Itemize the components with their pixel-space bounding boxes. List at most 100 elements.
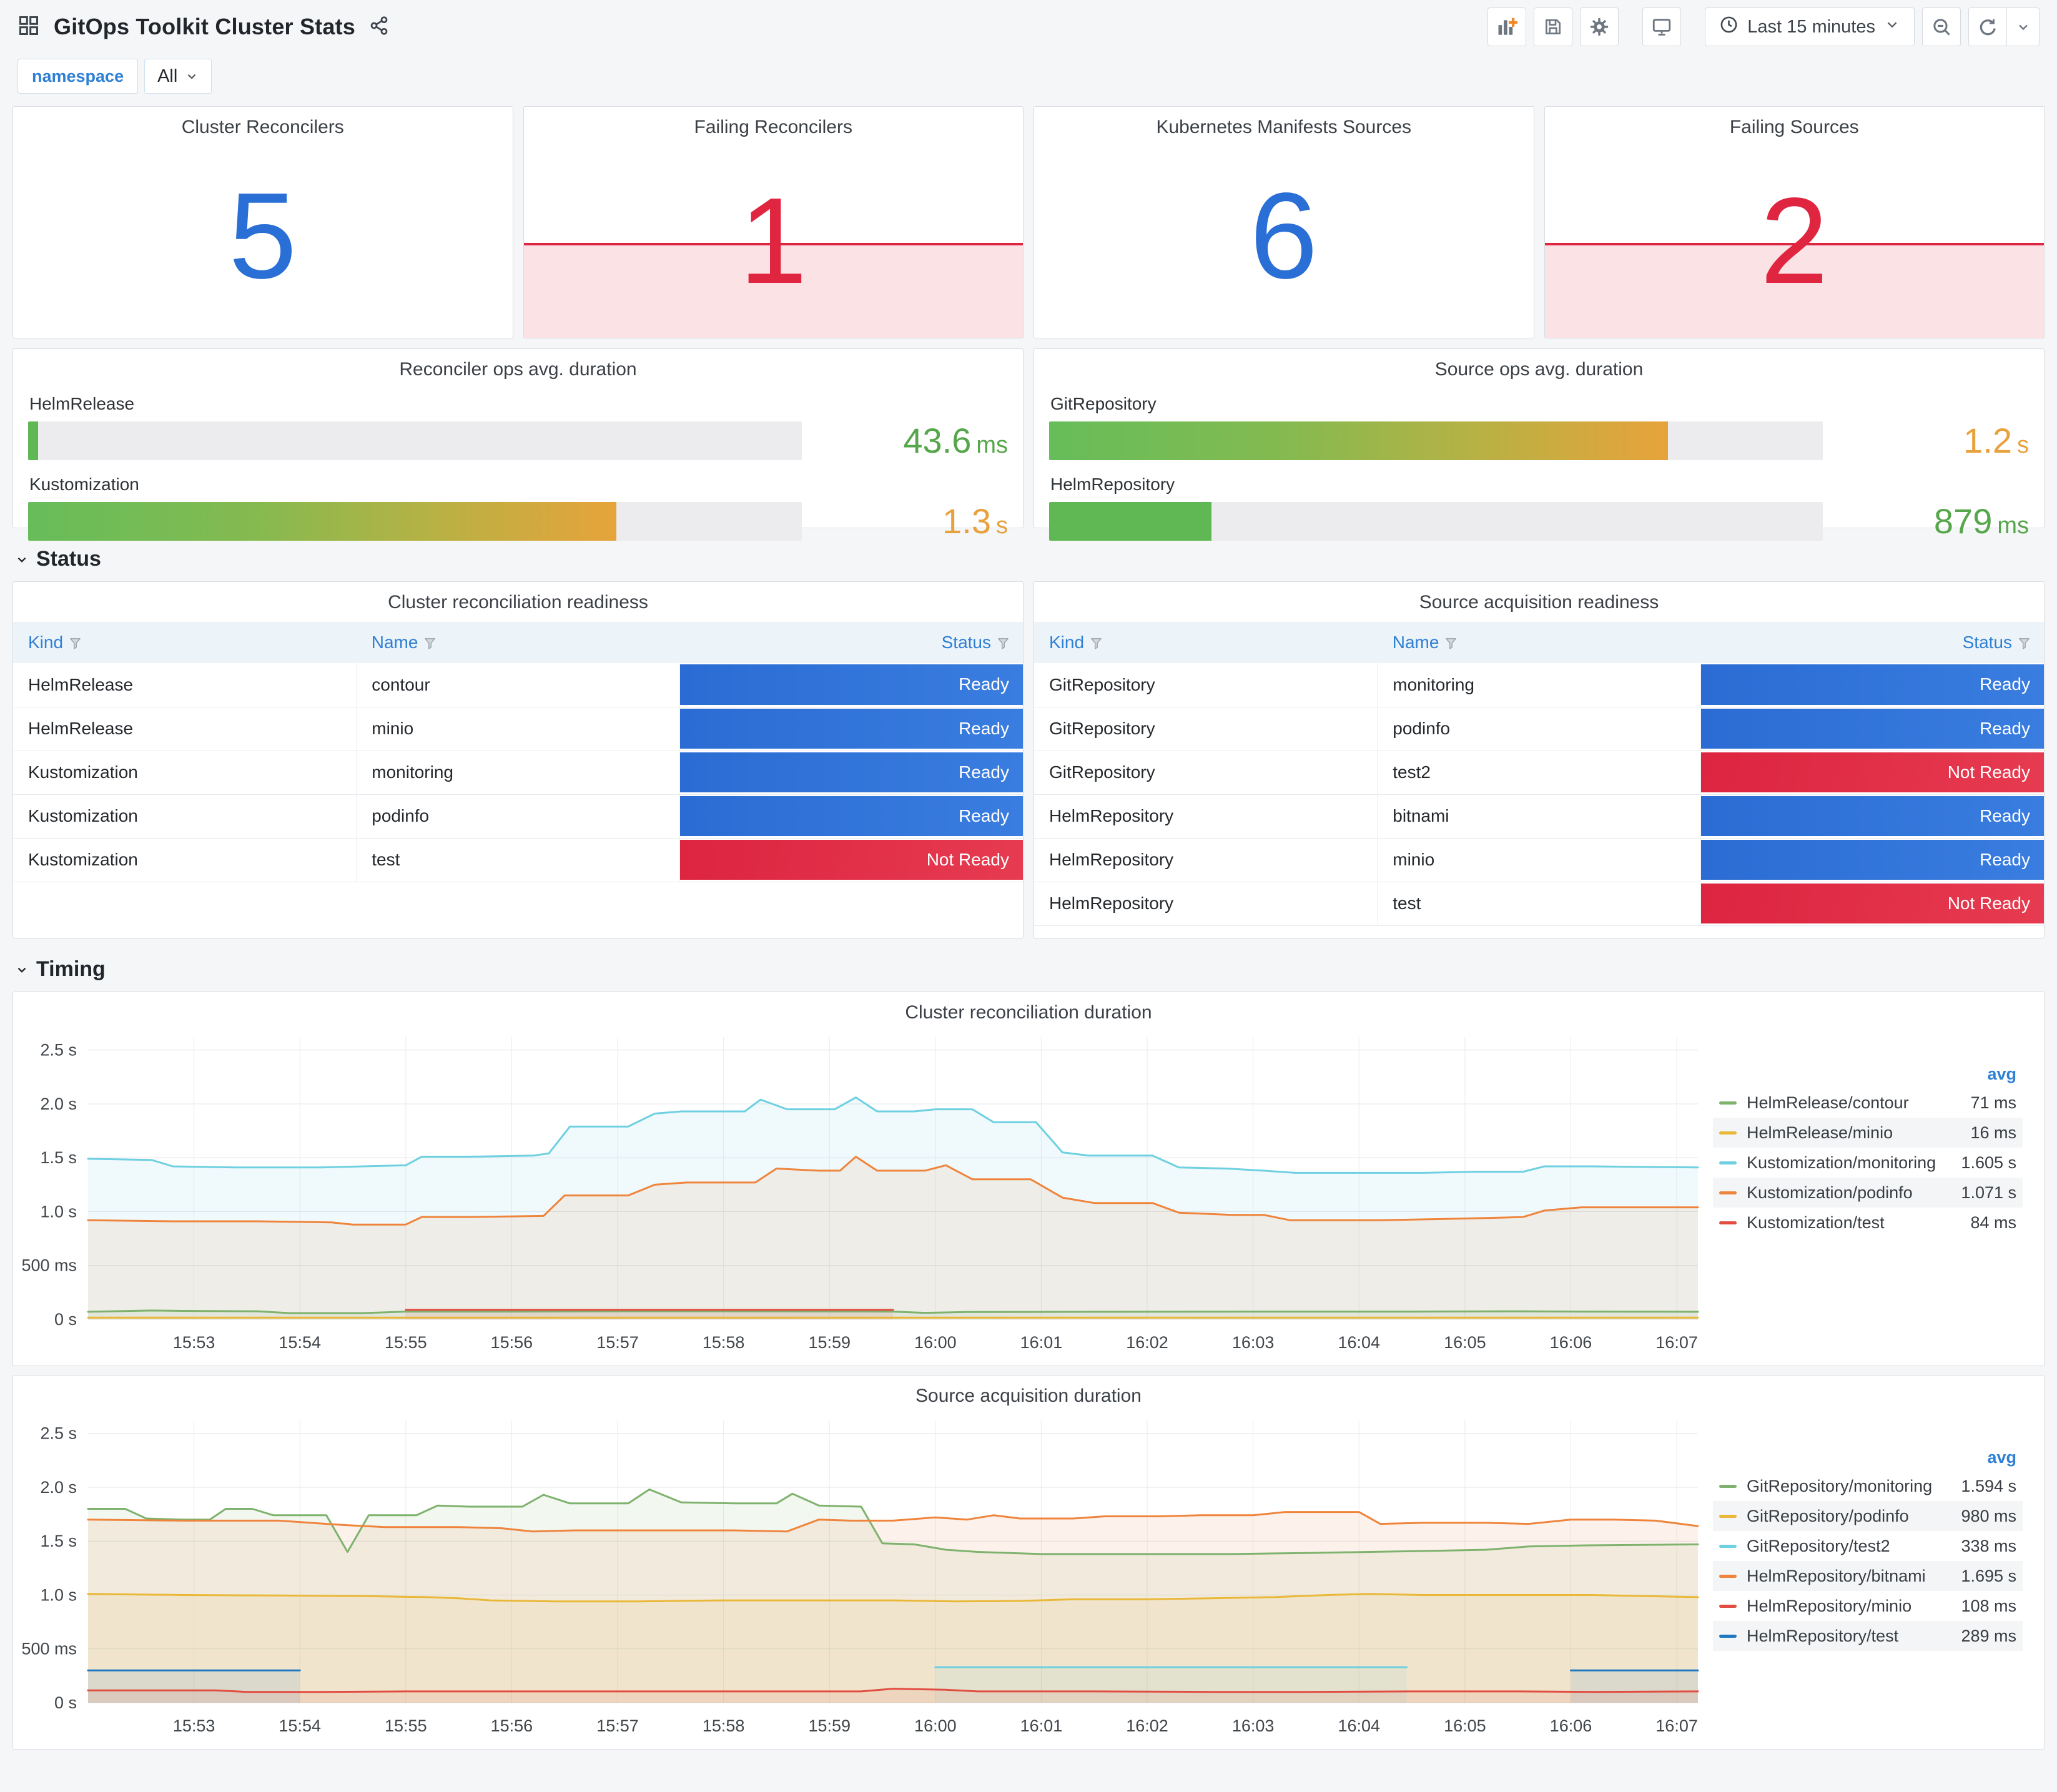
- series-name: HelmRepository/bitnami: [1747, 1566, 1926, 1585]
- gauge-bar: [1049, 501, 1212, 541]
- add-panel-button[interactable]: [1487, 7, 1527, 46]
- legend-item[interactable]: HelmRepository/minio 108 ms: [1713, 1591, 2023, 1621]
- legend-item[interactable]: HelmRepository/test 289 ms: [1713, 1621, 2023, 1651]
- legend-item[interactable]: Kustomization/monitoring 1.605 s: [1713, 1148, 2023, 1178]
- timeseries-plot[interactable]: 15:53 15:54 15:55 15:56 15:57 15:58 15:59 16:00…: [17, 1026, 1708, 1362]
- status-badge: Ready: [1700, 708, 2044, 749]
- filter-icon[interactable]: [1444, 636, 1458, 651]
- gauge-label: HelmRepository: [1050, 475, 1175, 494]
- table-row: Kustomization test Not Ready: [13, 838, 1023, 882]
- readiness-table: Kind Name Status GitRepository monitoring Rea…: [1034, 622, 2044, 926]
- stat-value: 1: [739, 172, 807, 309]
- filter-icon[interactable]: [423, 636, 437, 651]
- section-header-status[interactable]: Status: [10, 528, 2047, 581]
- panel-title[interactable]: Cluster reconciliation duration: [905, 1002, 1152, 1023]
- svg-text:16:03: 16:03: [1232, 1716, 1275, 1735]
- column-header-status[interactable]: Status: [1700, 622, 2044, 663]
- panel-title[interactable]: Cluster reconciliation readiness: [388, 592, 648, 613]
- panel-title[interactable]: Source acquisition duration: [915, 1386, 1142, 1406]
- stat-sparkline-fill: [1544, 245, 2044, 338]
- legend-item[interactable]: GitRepository/test2 338 ms: [1713, 1531, 2023, 1561]
- name-cell: podinfo: [356, 794, 680, 839]
- column-header-name[interactable]: Name: [1377, 622, 1701, 663]
- legend-item[interactable]: HelmRelease/minio 16 ms: [1713, 1118, 2023, 1148]
- svg-text:16:03: 16:03: [1232, 1333, 1275, 1352]
- svg-text:1.5 s: 1.5 s: [40, 1148, 77, 1167]
- series-name: HelmRepository/test: [1747, 1626, 1899, 1645]
- kind-cell: GitRepository: [1034, 751, 1378, 795]
- gauge-label: Kustomization: [29, 475, 139, 494]
- series-avg-value: 16 ms: [1970, 1123, 2016, 1142]
- panel-title[interactable]: Kubernetes Manifests Sources: [1156, 117, 1412, 137]
- status-badge: Ready: [679, 795, 1023, 836]
- dashboard-settings-button[interactable]: [1580, 7, 1619, 46]
- time-range-picker[interactable]: Last 15 minutes: [1705, 7, 1915, 46]
- series-name: Kustomization/monitoring: [1747, 1153, 1936, 1172]
- legend-avg-header[interactable]: avg: [1987, 1448, 2016, 1467]
- stats-row: Cluster Reconcilers 5 Failing Reconciler…: [10, 106, 2047, 338]
- kind-cell: HelmRelease: [13, 707, 357, 751]
- chart-legend: avg GitRepository/monitoring 1.594 s GitRep…: [1708, 1409, 2039, 1745]
- save-dashboard-button[interactable]: [1534, 7, 1573, 46]
- share-icon[interactable]: [369, 16, 389, 39]
- stat-panel-failing-sources: Failing Sources 2: [1544, 106, 2045, 338]
- filter-icon[interactable]: [2017, 636, 2031, 651]
- status-cell: Ready: [1700, 707, 2044, 751]
- chevron-down-icon: [188, 74, 196, 79]
- column-header-kind[interactable]: Kind: [1034, 622, 1378, 663]
- svg-text:15:53: 15:53: [173, 1333, 215, 1352]
- legend-item[interactable]: GitRepository/monitoring 1.594 s: [1713, 1471, 2023, 1501]
- dashboard-grid-icon[interactable]: [17, 14, 40, 40]
- legend-item[interactable]: Kustomization/podinfo 1.071 s: [1713, 1178, 2023, 1208]
- svg-text:15:58: 15:58: [703, 1716, 745, 1735]
- panel-title[interactable]: Failing Reconcilers: [694, 117, 852, 137]
- svg-text:15:57: 15:57: [596, 1716, 639, 1735]
- zoom-out-button[interactable]: [1922, 7, 1961, 46]
- series-swatch: [1719, 1484, 1737, 1488]
- filter-icon[interactable]: [996, 636, 1010, 651]
- gauge-bar: [28, 421, 39, 460]
- panel-title[interactable]: Reconciler ops avg. duration: [399, 359, 637, 380]
- variables-submenu: namespace All: [10, 54, 2047, 95]
- column-header-status[interactable]: Status: [679, 622, 1023, 663]
- svg-text:15:57: 15:57: [596, 1333, 639, 1352]
- panel-title[interactable]: Source ops avg. duration: [1434, 359, 1644, 380]
- panel-title[interactable]: Source acquisition readiness: [1419, 592, 1659, 613]
- svg-text:15:56: 15:56: [491, 1333, 533, 1352]
- panel-title[interactable]: Failing Sources: [1729, 117, 1859, 137]
- chevron-down-icon: [17, 557, 26, 563]
- legend-item[interactable]: HelmRelease/contour 71 ms: [1713, 1088, 2023, 1118]
- panel-title[interactable]: Cluster Reconcilers: [181, 117, 344, 137]
- table-row: HelmRelease contour Ready: [13, 663, 1023, 707]
- series-name: Kustomization/podinfo: [1747, 1183, 1913, 1202]
- readiness-table: Kind Name Status HelmRelease contour Ready Hel…: [13, 622, 1023, 882]
- cycle-view-mode-button[interactable]: [1642, 7, 1682, 46]
- timeseries-plot[interactable]: 15:53 15:54 15:55 15:56 15:57 15:58 15:59 16:00…: [17, 1409, 1708, 1745]
- stat-panel-cluster-reconcilers: Cluster Reconcilers 5: [12, 106, 513, 338]
- legend-avg-header[interactable]: avg: [1987, 1065, 2016, 1083]
- name-cell: monitoring: [356, 751, 680, 795]
- legend-item[interactable]: HelmRepository/bitnami 1.695 s: [1713, 1561, 2023, 1591]
- column-header-name[interactable]: Name: [356, 622, 680, 663]
- svg-text:2.0 s: 2.0 s: [40, 1095, 77, 1113]
- status-badge: Not Ready: [679, 839, 1023, 880]
- column-header-kind[interactable]: Kind: [13, 622, 357, 663]
- legend-item[interactable]: GitRepository/podinfo 980 ms: [1713, 1501, 2023, 1531]
- stat-value: 5: [229, 167, 297, 305]
- refresh-button[interactable]: [1968, 7, 2007, 46]
- namespace-variable-dropdown[interactable]: All: [144, 59, 212, 94]
- status-cell: Ready: [679, 663, 1023, 707]
- table-row: Kustomization podinfo Ready: [13, 794, 1023, 839]
- svg-text:15:56: 15:56: [491, 1716, 533, 1735]
- refresh-interval-dropdown[interactable]: [2007, 7, 2040, 46]
- gauge-row: HelmRepository 879 ms: [1049, 475, 2029, 541]
- status-cell: Not Ready: [1700, 751, 2044, 795]
- filter-icon[interactable]: [1089, 636, 1103, 651]
- svg-text:500 ms: 500 ms: [21, 1256, 77, 1275]
- legend-item[interactable]: Kustomization/test 84 ms: [1713, 1208, 2023, 1238]
- section-header-timing[interactable]: Timing: [10, 938, 2047, 992]
- svg-text:16:06: 16:06: [1550, 1716, 1592, 1735]
- name-cell: test: [356, 838, 680, 882]
- filter-icon[interactable]: [68, 636, 82, 651]
